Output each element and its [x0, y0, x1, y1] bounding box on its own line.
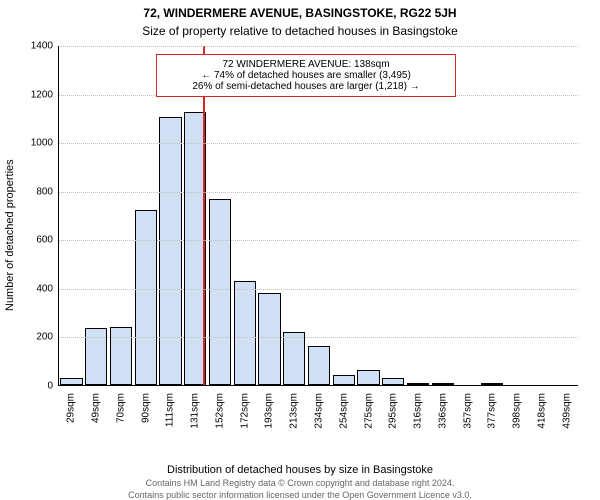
chart-annotation-box: 72 WINDERMERE AVENUE: 138sqm ← 74% of de…: [156, 54, 456, 97]
gridline: [59, 337, 578, 338]
y-axis-label: Number of detached properties: [4, 160, 16, 312]
chart-bar: [110, 327, 132, 385]
y-tick-label: 0: [47, 381, 59, 392]
footer-line-1: Contains HM Land Registry data © Crown c…: [0, 478, 600, 488]
x-tick-label: 29sqm: [66, 389, 77, 423]
page: { "title": { "line1": "72, WINDERMERE AV…: [0, 0, 600, 500]
chart-bar: [382, 378, 404, 385]
chart-bar: [407, 383, 429, 385]
chart-bar: [209, 199, 231, 385]
annotation-line-3: 26% of semi-detached houses are larger (…: [165, 81, 447, 92]
x-tick-label: 172sqm: [239, 389, 250, 429]
chart-bar: [357, 370, 379, 385]
gridline: [59, 143, 578, 144]
x-tick-label: 275sqm: [363, 389, 374, 429]
x-tick-label: 398sqm: [512, 389, 523, 429]
y-tick-label: 1400: [31, 41, 59, 52]
x-tick-label: 295sqm: [388, 389, 399, 429]
x-tick-label: 316sqm: [413, 389, 424, 429]
x-tick-label: 418sqm: [536, 389, 547, 429]
chart-bar: [308, 346, 330, 385]
chart-bar: [283, 332, 305, 385]
chart-bar: [135, 210, 157, 385]
x-tick-label: 213sqm: [289, 389, 300, 429]
x-tick-label: 234sqm: [314, 389, 325, 429]
chart-bar: [258, 293, 280, 385]
gridline: [59, 240, 578, 241]
title-line2: Size of property relative to detached ho…: [0, 24, 600, 38]
chart-bar: [432, 383, 454, 385]
x-tick-label: 152sqm: [214, 389, 225, 429]
y-tick-label: 600: [36, 235, 59, 246]
chart-bar: [333, 375, 355, 385]
y-tick-label: 400: [36, 283, 59, 294]
chart-bar: [60, 378, 82, 385]
x-tick-label: 254sqm: [338, 389, 349, 429]
annotation-line-2: ← 74% of detached houses are smaller (3,…: [165, 70, 447, 81]
x-tick-label: 377sqm: [487, 389, 498, 429]
y-tick-label: 1200: [31, 89, 59, 100]
y-tick-label: 800: [36, 186, 59, 197]
x-tick-label: 131sqm: [190, 389, 201, 429]
chart-plot-area: 020040060080010001200140029sqm49sqm70sqm…: [58, 46, 578, 386]
chart-bar: [481, 383, 503, 385]
chart-bar: [234, 281, 256, 385]
x-tick-label: 357sqm: [462, 389, 473, 429]
x-tick-label: 439sqm: [561, 389, 572, 429]
x-tick-label: 90sqm: [140, 389, 151, 423]
y-tick-label: 1000: [31, 138, 59, 149]
x-tick-label: 111sqm: [165, 389, 176, 427]
x-tick-label: 193sqm: [264, 389, 275, 429]
annotation-line-1: 72 WINDERMERE AVENUE: 138sqm: [165, 59, 447, 70]
gridline: [59, 192, 578, 193]
x-axis-label: Distribution of detached houses by size …: [0, 464, 600, 476]
footer-line-2: Contains public sector information licen…: [0, 490, 600, 500]
x-tick-label: 49sqm: [91, 389, 102, 423]
y-tick-label: 200: [36, 332, 59, 343]
x-tick-label: 70sqm: [115, 389, 126, 423]
x-tick-label: 336sqm: [437, 389, 448, 429]
gridline: [59, 289, 578, 290]
title-line1: 72, WINDERMERE AVENUE, BASINGSTOKE, RG22…: [0, 6, 600, 20]
chart-bar: [159, 117, 181, 385]
gridline: [59, 46, 578, 47]
